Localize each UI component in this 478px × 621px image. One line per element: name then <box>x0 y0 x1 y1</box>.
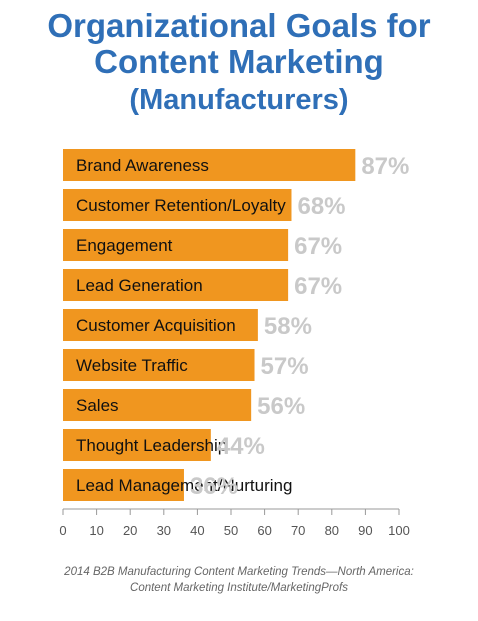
value-label-6: 56% <box>257 393 305 420</box>
chart-title-block: Organizational Goals for Content Marketi… <box>0 8 478 118</box>
category-label-2: Engagement <box>76 236 173 255</box>
value-label-0: 87% <box>361 153 409 180</box>
bar-4 <box>63 309 258 341</box>
category-label-4: Customer Acquisition <box>76 316 236 335</box>
category-label-1: Customer Retention/Loyalty <box>76 196 286 215</box>
source-line-2: Content Marketing Institute/MarketingPro… <box>130 582 348 594</box>
chart-title-line-2: Content Marketing <box>94 43 384 80</box>
x-tick-label-2: 20 <box>123 523 137 538</box>
category-label-0: Brand Awareness <box>76 156 209 175</box>
bar-2 <box>63 229 289 261</box>
category-label-3: Lead Generation <box>76 276 203 295</box>
category-label-5: Website Traffic <box>76 356 188 375</box>
value-label-1: 68% <box>297 193 345 220</box>
source-note: 2014 B2B Manufacturing Content Marketing… <box>0 564 478 596</box>
x-tick-label-0: 0 <box>59 523 66 538</box>
bar-8 <box>63 469 184 501</box>
x-tick-label-1: 10 <box>89 523 103 538</box>
value-label-4: 58% <box>264 313 312 340</box>
category-label-8: Lead Management/Nurturing <box>76 476 292 495</box>
bar-0 <box>63 149 356 181</box>
value-label-7: 44% <box>217 433 265 460</box>
value-label-3: 67% <box>294 273 342 300</box>
bar-1 <box>63 189 292 221</box>
bar-3 <box>63 269 289 301</box>
value-label-2: 67% <box>294 233 342 260</box>
x-tick-label-10: 100 <box>388 523 410 538</box>
bar-5 <box>63 349 255 381</box>
category-label-7: Thought Leadership <box>76 436 227 455</box>
chart-subtitle: (Manufacturers) <box>129 84 349 116</box>
bar-chart: Brand Awareness 87% Customer Retention/Loy… <box>59 149 410 538</box>
source-line-1: 2014 B2B Manufacturing Content Marketing… <box>64 566 414 578</box>
x-tick-label-4: 40 <box>190 523 204 538</box>
x-tick-label-6: 60 <box>257 523 271 538</box>
category-label-6: Sales <box>76 396 119 415</box>
chart-title-line-1: Organizational Goals for <box>47 7 431 44</box>
x-tick-label-9: 90 <box>358 523 372 538</box>
value-label-8: 36% <box>190 473 238 500</box>
x-tick-label-8: 80 <box>325 523 339 538</box>
x-tick-label-7: 70 <box>291 523 305 538</box>
x-tick-label-3: 30 <box>157 523 171 538</box>
bar-7 <box>63 429 211 461</box>
value-label-5: 57% <box>261 353 309 380</box>
bar-6 <box>63 389 252 421</box>
x-tick-label-5: 50 <box>224 523 238 538</box>
